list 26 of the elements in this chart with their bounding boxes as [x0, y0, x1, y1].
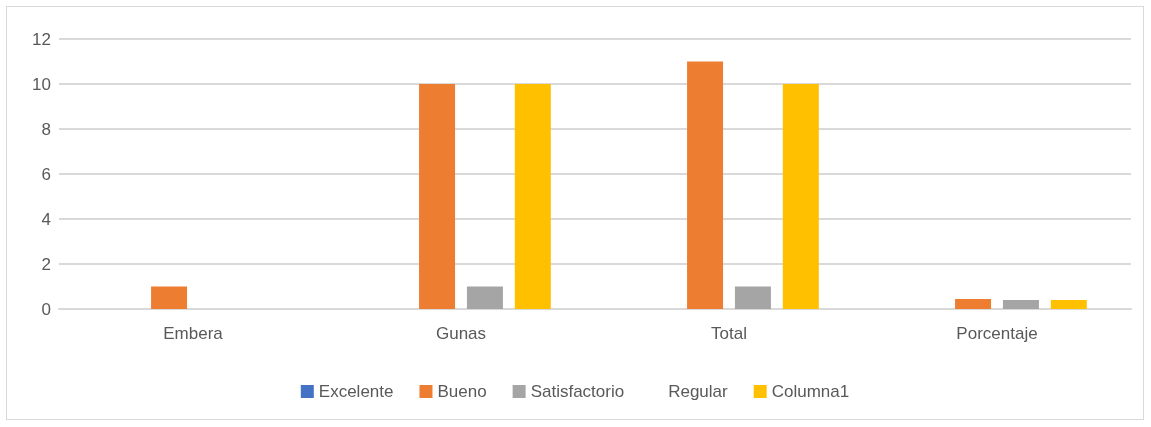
- bar: [687, 61, 724, 309]
- x-tick-label: Gunas: [435, 324, 487, 343]
- bar: [514, 84, 551, 309]
- bar: [1050, 300, 1087, 309]
- legend-label: Bueno: [437, 382, 487, 401]
- bar: [419, 84, 456, 309]
- y-tick-label: 6: [41, 164, 51, 184]
- y-tick-label: 2: [41, 254, 51, 274]
- y-tick-label: 12: [32, 29, 51, 49]
- bar: [151, 286, 188, 309]
- bar: [955, 298, 992, 309]
- legend-label: Excelente: [318, 382, 394, 401]
- bar: [1002, 300, 1039, 309]
- bar: [466, 286, 503, 309]
- bar: [734, 286, 771, 309]
- y-tick-label: 8: [41, 119, 51, 139]
- legend-label: Columna1: [771, 382, 850, 401]
- x-tick-label: Embera: [163, 324, 224, 343]
- x-tick-label: Total: [711, 324, 747, 343]
- y-tick-label: 10: [32, 74, 51, 94]
- text: Regular: [668, 382, 729, 401]
- y-tick-label: 4: [41, 209, 51, 229]
- bar: [782, 84, 819, 309]
- legend-label: Satisfactorio: [530, 382, 625, 401]
- y-tick-label: 0: [41, 299, 51, 319]
- x-tick-label: Porcentaje: [956, 324, 1038, 343]
